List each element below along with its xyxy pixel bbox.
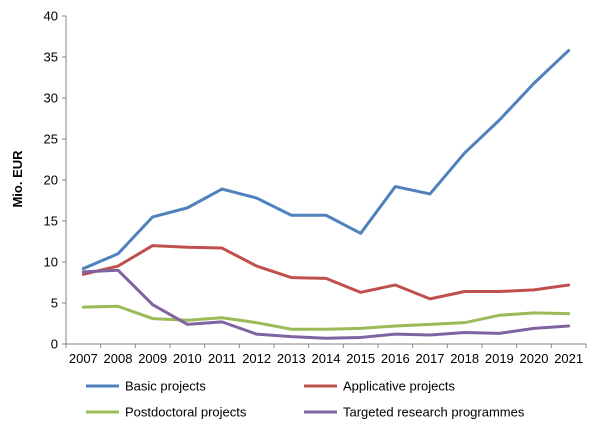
x-tick-label: 2011 — [208, 351, 236, 366]
series-line-3 — [81, 268, 571, 340]
x-tick-label: 2014 — [312, 351, 341, 366]
x-tick-label: 2021 — [554, 351, 583, 366]
x-tick-label: 2016 — [381, 351, 410, 366]
y-tick-label: 0 — [51, 337, 58, 352]
x-tick-label: 2008 — [104, 351, 133, 366]
y-tick-label: 10 — [44, 255, 58, 270]
y-tick-label: 35 — [44, 50, 58, 65]
y-tick-label: 5 — [51, 296, 58, 311]
legend-label-2: Postdoctoral projects — [125, 405, 247, 420]
x-axis-ticks: 2007 2008 2009 2010 2011 2012 2013 2014 2015 2016… — [65, 344, 587, 366]
series-line-0 — [81, 48, 571, 271]
series-line-1 — [81, 244, 571, 301]
y-tick-label: 30 — [44, 91, 58, 106]
y-tick-label: 15 — [44, 214, 58, 229]
x-tick-label: 2018 — [450, 351, 479, 366]
x-tick-label: 2015 — [346, 351, 375, 366]
x-tick-label: 2010 — [173, 351, 202, 366]
x-tick-label: 2012 — [242, 351, 271, 366]
legend-label-1: Applicative projects — [343, 379, 455, 394]
series-lines — [81, 48, 571, 340]
x-tick-label: 2009 — [138, 351, 167, 366]
x-tick-label: 2013 — [277, 351, 306, 366]
x-tick-label: 2007 — [69, 351, 98, 366]
x-tick-label: 2019 — [485, 351, 514, 366]
y-axis-ticks: 0 5 10 15 20 25 30 35 40 — [44, 9, 66, 352]
legend: Basic projects Applicative projects Postdo… — [86, 379, 525, 420]
y-tick-label: 40 — [44, 9, 58, 24]
legend-label-3: Targeted research programmes — [343, 405, 525, 420]
y-tick-label: 20 — [44, 173, 58, 188]
legend-label-0: Basic projects — [125, 379, 206, 394]
series-line-2 — [81, 304, 571, 331]
x-tick-label: 2017 — [416, 351, 445, 366]
x-tick-label: 2020 — [520, 351, 549, 366]
y-tick-label: 25 — [44, 132, 58, 147]
y-axis-title: Mio. EUR — [10, 150, 25, 208]
